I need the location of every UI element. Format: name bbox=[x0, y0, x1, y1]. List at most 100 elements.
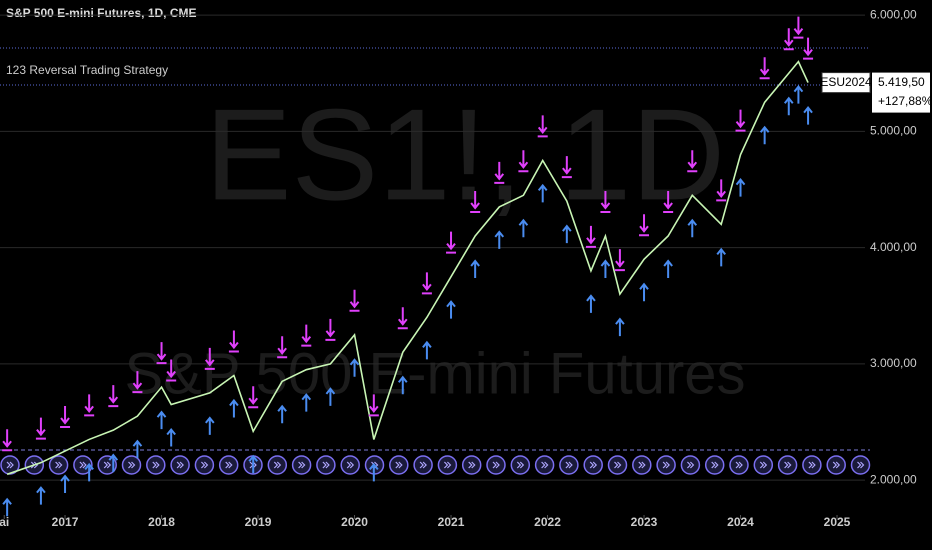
y-tick-label: 2.000,00 bbox=[870, 472, 917, 486]
sell-signal bbox=[301, 324, 312, 347]
x-tick-label: 2023 bbox=[631, 515, 658, 529]
x-tick-label: 2019 bbox=[245, 515, 272, 529]
chart-subtitle: 123 Reversal Trading Strategy bbox=[6, 63, 168, 77]
strategy-icon-glyph bbox=[225, 461, 233, 469]
sell-signal bbox=[166, 359, 177, 382]
strategy-icon-glyph bbox=[662, 461, 670, 469]
buy-signal bbox=[2, 497, 12, 517]
strategy-icon-glyph bbox=[614, 461, 622, 469]
strategy-icon-glyph bbox=[759, 461, 768, 469]
strategy-icon-glyph bbox=[176, 461, 184, 469]
buy-signal bbox=[422, 340, 432, 360]
buy-signal bbox=[369, 462, 379, 482]
strategy-icon-glyph bbox=[419, 461, 427, 469]
x-tick-label: 2021 bbox=[438, 515, 465, 529]
sell-signal bbox=[421, 272, 432, 295]
buy-signal bbox=[301, 393, 312, 412]
watermark-subtitle: S&P 500 E-mini Futures bbox=[124, 341, 745, 406]
price-box bbox=[872, 72, 930, 113]
sell-signal bbox=[84, 394, 95, 417]
sell-signal bbox=[600, 190, 611, 213]
x-tick-label: 2017 bbox=[52, 515, 79, 529]
strategy-icon-glyph bbox=[346, 461, 355, 469]
buy-signal bbox=[639, 282, 649, 302]
sell-signal bbox=[325, 318, 336, 341]
sell-signal bbox=[156, 342, 167, 365]
buy-signal bbox=[537, 183, 548, 203]
strategy-icon-glyph bbox=[735, 461, 743, 469]
buy-signal bbox=[229, 398, 239, 418]
sell-signal bbox=[349, 289, 360, 312]
sell-signal bbox=[132, 371, 143, 394]
sell-signal bbox=[204, 347, 215, 370]
symbol-box bbox=[821, 72, 871, 94]
y-tick-label: 4.000,00 bbox=[870, 240, 917, 254]
sell-signal bbox=[248, 386, 259, 409]
buy-signal bbox=[783, 96, 794, 116]
price-line bbox=[6, 60, 809, 476]
sell-signal bbox=[494, 161, 505, 184]
sell-signal bbox=[803, 37, 814, 60]
sell-signal bbox=[793, 16, 804, 39]
buy-signal bbox=[803, 105, 813, 125]
strategy-icon-glyph bbox=[443, 461, 452, 469]
x-tick-label: 2018 bbox=[148, 515, 175, 529]
buy-signal bbox=[108, 453, 119, 473]
buy-signal bbox=[84, 462, 94, 482]
sell-signal bbox=[446, 231, 457, 254]
x-tick-label: 2024 bbox=[727, 515, 754, 529]
buy-signal bbox=[716, 247, 726, 267]
buy-signal bbox=[277, 404, 287, 424]
y-tick-label: 6.000,00 bbox=[870, 7, 917, 21]
buy-signal bbox=[248, 454, 258, 474]
strategy-icon-glyph bbox=[6, 461, 14, 469]
strategy-icon-glyph bbox=[638, 461, 646, 469]
buy-signal bbox=[166, 427, 176, 447]
sell-signal bbox=[397, 307, 408, 330]
buy-signal bbox=[36, 486, 46, 505]
buy-signal bbox=[325, 387, 336, 406]
price-label: 5.419,50 bbox=[878, 75, 925, 89]
buy-signal bbox=[156, 410, 167, 430]
strategy-icon-glyph bbox=[565, 461, 573, 469]
strategy-icon-glyph bbox=[152, 461, 160, 469]
strategy-icon-glyph bbox=[808, 461, 816, 469]
sell-signal bbox=[687, 150, 698, 173]
x-tick-label: 2025 bbox=[824, 515, 851, 529]
strategy-icon-glyph bbox=[79, 461, 87, 469]
strategy-icon-glyph bbox=[395, 461, 403, 469]
sell-signal bbox=[735, 109, 746, 132]
chart-title: S&P 500 E-mini Futures, 1D, CME bbox=[6, 6, 197, 20]
strategy-icon-glyph bbox=[200, 461, 209, 469]
sell-signal bbox=[470, 190, 481, 213]
buy-signal bbox=[446, 300, 456, 319]
strategy-icon-glyph bbox=[55, 461, 63, 469]
symbol-label: ESU2024 bbox=[820, 75, 872, 89]
sell-signal bbox=[60, 406, 71, 429]
watermark: ES1!, 1D bbox=[205, 81, 725, 227]
strategy-icon-glyph bbox=[298, 461, 306, 469]
strategy-icon-glyph bbox=[128, 461, 136, 469]
strategy-icon-glyph bbox=[273, 461, 282, 469]
sell-signal bbox=[108, 385, 119, 408]
strategy-icon-glyph bbox=[686, 461, 695, 469]
sell-signal bbox=[639, 214, 650, 237]
sell-signal bbox=[663, 190, 674, 213]
buy-signal bbox=[132, 439, 143, 459]
buy-signal bbox=[518, 218, 529, 238]
sell-signal bbox=[585, 225, 596, 248]
strategy-icon-glyph bbox=[784, 461, 792, 469]
buy-signal bbox=[663, 259, 673, 278]
strategy-icon-glyph bbox=[468, 461, 476, 469]
strategy-icon-glyph bbox=[857, 461, 865, 469]
buy-signal bbox=[615, 317, 625, 337]
buy-signal bbox=[586, 294, 596, 313]
buy-signal bbox=[759, 125, 770, 145]
sell-signal bbox=[368, 394, 379, 417]
x-tick-label: ai bbox=[0, 515, 9, 529]
y-tick-label: 3.000,00 bbox=[870, 356, 917, 370]
sell-signal bbox=[561, 156, 572, 179]
buy-signal bbox=[735, 178, 746, 197]
sell-signal bbox=[716, 179, 727, 202]
strategy-icon-glyph bbox=[541, 461, 549, 469]
